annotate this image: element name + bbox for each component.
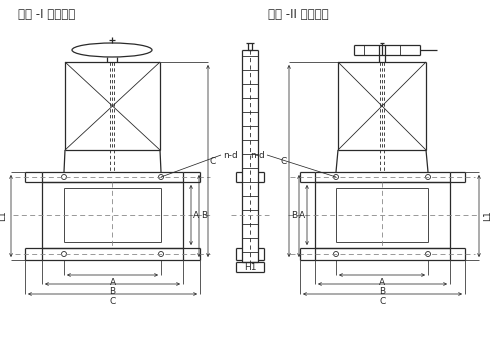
Text: A: A <box>110 278 116 287</box>
Text: 单向 -I 外形图：: 单向 -I 外形图： <box>18 8 75 21</box>
Text: C: C <box>380 297 386 306</box>
Text: B: B <box>380 287 386 296</box>
Text: B: B <box>110 287 116 296</box>
Text: A: A <box>299 210 305 220</box>
Text: 单向 -II 外形图：: 单向 -II 外形图： <box>268 8 328 21</box>
Text: C: C <box>281 156 287 166</box>
Text: C: C <box>210 156 216 166</box>
Text: n-d: n-d <box>223 151 238 159</box>
Text: L1: L1 <box>483 210 492 221</box>
Text: n-d: n-d <box>250 151 265 159</box>
Text: L1: L1 <box>0 210 7 221</box>
Text: H1: H1 <box>244 264 256 272</box>
Text: B: B <box>291 211 297 221</box>
Text: C: C <box>110 297 116 306</box>
Text: A: A <box>193 210 199 220</box>
Text: B: B <box>201 211 207 221</box>
Text: A: A <box>379 278 385 287</box>
